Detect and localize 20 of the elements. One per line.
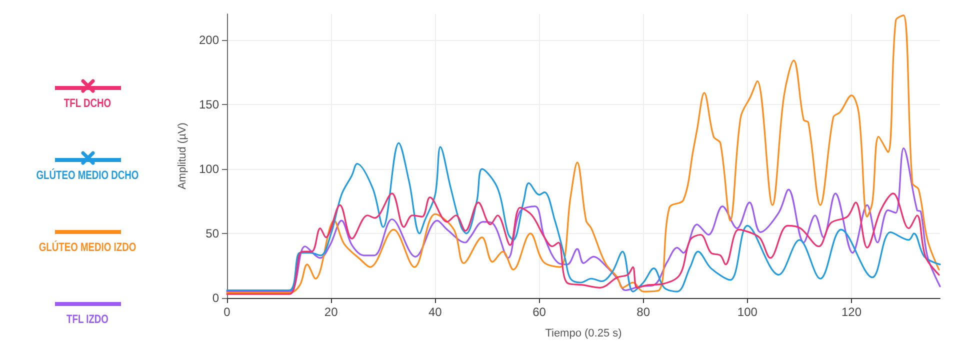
- x-tick-label: 120: [842, 305, 862, 319]
- x-axis-title: Tiempo (0.25 s): [545, 328, 622, 340]
- x-tick-label: 20: [324, 305, 338, 319]
- y-tick-label: 50: [206, 226, 220, 240]
- y-tick-label: 200: [198, 32, 220, 47]
- x-tick-label: 100: [737, 305, 758, 319]
- x-tick-label: 0: [224, 305, 231, 319]
- x-tick-label: 80: [636, 305, 650, 319]
- text: GLÚTEO MEDIO IZDO: [38, 240, 138, 254]
- y-tick-label: 100: [198, 162, 220, 176]
- y-tick-label: 0: [212, 291, 220, 305]
- y-tick-label: 150: [198, 97, 220, 112]
- x-tick-label: 40: [428, 305, 442, 319]
- legend-label: TFL DCHO: [62, 96, 112, 110]
- line-series: [226, 14, 940, 294]
- text: TFL IZDO: [66, 312, 110, 326]
- line-series: [226, 192, 940, 295]
- legend-label: GLÚTEO MEDIO DCHO: [35, 168, 140, 182]
- x-tick-label: 60: [532, 305, 546, 319]
- y-axis-title: Amplitud (µV): [176, 122, 189, 190]
